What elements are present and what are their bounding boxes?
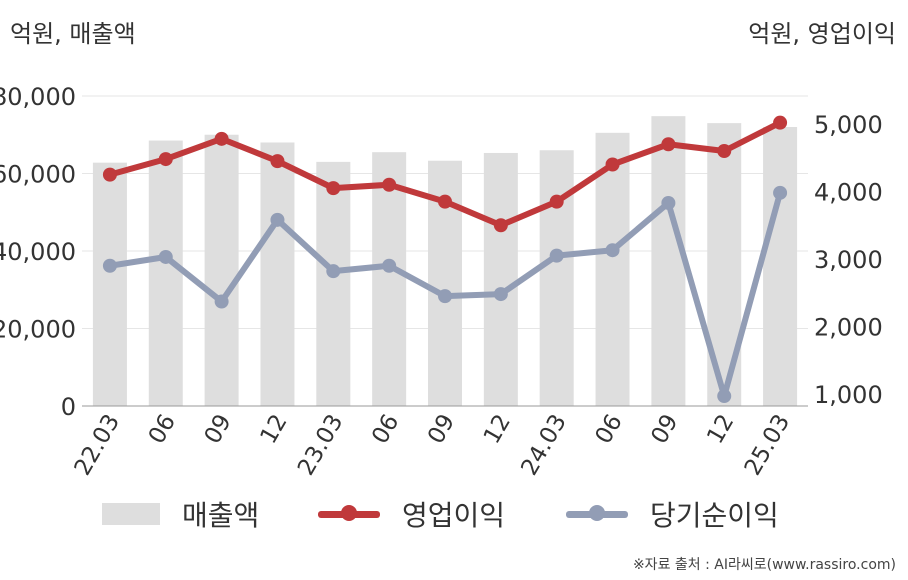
point-net-income: [158, 249, 173, 264]
x-tick-label: 12: [702, 410, 739, 448]
right-tick-label: 3,000: [814, 246, 883, 274]
bar-revenue: [483, 152, 518, 406]
right-tick-label: 2,000: [814, 314, 883, 342]
bar-revenue: [92, 162, 127, 406]
point-net-income: [493, 287, 508, 302]
point-operating-profit: [773, 115, 788, 130]
bar-revenue: [204, 134, 239, 406]
point-operating-profit: [102, 167, 117, 182]
x-tick-label: 09: [200, 410, 237, 448]
bar-revenue: [651, 116, 686, 407]
left-tick-label: 60,000: [0, 161, 76, 189]
point-operating-profit: [214, 131, 229, 146]
point-operating-profit: [493, 218, 508, 233]
point-net-income: [214, 294, 229, 309]
x-tick-label: 22.03: [70, 410, 125, 480]
legend-swatch-operating-profit: [318, 505, 380, 521]
bar-revenue: [539, 150, 574, 406]
x-tick-label: 12: [479, 410, 516, 448]
point-net-income: [717, 389, 732, 404]
right-tick-label: 1,000: [814, 381, 883, 409]
bar-revenue: [763, 127, 798, 406]
point-net-income: [661, 195, 676, 210]
point-operating-profit: [717, 144, 732, 158]
point-operating-profit: [549, 194, 564, 209]
legend-item-operating-profit: 영업이익: [318, 494, 505, 534]
point-operating-profit: [438, 194, 452, 209]
point-net-income: [438, 289, 452, 304]
x-tick-label: 09: [423, 410, 460, 448]
right-tick-label: 4,000: [814, 179, 883, 207]
x-tick-label: 06: [367, 410, 404, 448]
x-tick-label: 06: [144, 410, 181, 448]
bar-revenue: [148, 140, 183, 406]
legend-swatch-net-income: [566, 505, 628, 521]
legend-item-net-income: 당기순이익: [566, 494, 779, 534]
point-net-income: [605, 243, 620, 258]
x-tick-label: 23.03: [293, 410, 348, 480]
point-net-income: [773, 185, 788, 200]
left-tick-label: 0: [61, 393, 76, 421]
bar-revenue: [316, 161, 351, 406]
point-operating-profit: [270, 154, 285, 169]
legend-item-revenue: 매출액: [102, 494, 259, 534]
point-net-income: [102, 258, 117, 273]
bar-revenue: [595, 132, 630, 406]
legend-label-operating-profit: 영업이익: [402, 499, 506, 532]
bar-revenue: [260, 142, 295, 406]
point-net-income: [270, 212, 285, 227]
left-axis-unit: 억원, 매출액: [10, 20, 136, 48]
x-tick-label: 06: [591, 410, 628, 448]
left-tick-label: 80,000: [0, 83, 76, 111]
bar-revenue: [372, 152, 407, 406]
source-credit: ※자료 출처 : AI라씨로(www.rassiro.com): [632, 557, 896, 573]
x-tick-label: 25.03: [740, 410, 795, 480]
point-operating-profit: [158, 152, 173, 167]
right-tick-label: 5,000: [814, 111, 883, 139]
point-operating-profit: [661, 137, 676, 152]
right-axis-unit: 억원, 영업이익: [748, 20, 896, 48]
legend-label-net-income: 당기순이익: [650, 499, 779, 532]
point-net-income: [549, 248, 564, 263]
point-operating-profit: [382, 177, 397, 192]
left-tick-label: 20,000: [0, 316, 76, 344]
x-tick-label: 12: [256, 410, 293, 448]
legend-label-revenue: 매출액: [182, 499, 260, 532]
left-tick-label: 40,000: [0, 238, 76, 266]
point-operating-profit: [605, 157, 620, 172]
x-tick-label: 24.03: [516, 410, 571, 480]
x-tick-label: 09: [646, 410, 683, 448]
point-net-income: [382, 258, 397, 273]
legend-swatch-revenue: [102, 503, 160, 525]
point-operating-profit: [326, 181, 341, 196]
point-net-income: [326, 264, 341, 279]
